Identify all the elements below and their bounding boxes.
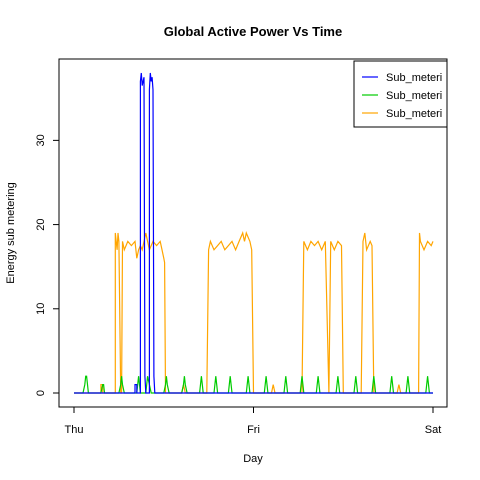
y-axis-label: Energy sub metering bbox=[5, 182, 17, 284]
legend-box bbox=[353, 60, 448, 128]
x-tick-label: Fri bbox=[247, 424, 260, 436]
y-tick-label: 30 bbox=[35, 134, 47, 146]
chart-title: Global Active Power Vs Time bbox=[164, 24, 342, 39]
x-tick-label: Thu bbox=[65, 424, 84, 436]
y-tick-label: 0 bbox=[35, 390, 47, 396]
series-line-2 bbox=[74, 375, 433, 394]
y-tick-label: 10 bbox=[35, 303, 47, 315]
legend-label-3: Sub_meteri bbox=[386, 108, 442, 120]
x-tick-label: Sat bbox=[425, 424, 442, 436]
series-line-3 bbox=[74, 231, 434, 394]
x-axis-label: Day bbox=[243, 453, 263, 465]
x-axis: Thu Fri Sat bbox=[65, 407, 442, 436]
y-tick-label: 20 bbox=[35, 218, 47, 230]
legend-label-2: Sub_meteri bbox=[386, 90, 442, 102]
plot-area bbox=[74, 72, 434, 394]
legend: Sub_meteri Sub_meteri Sub_meteri bbox=[353, 60, 448, 128]
series-line-1 bbox=[74, 72, 433, 394]
legend-label-1: Sub_meteri bbox=[386, 72, 442, 84]
y-axis: 0 10 20 30 bbox=[35, 134, 59, 396]
